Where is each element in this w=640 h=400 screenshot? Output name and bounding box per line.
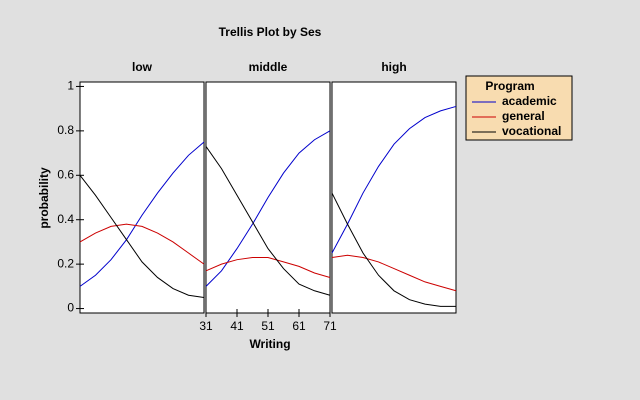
legend-label: academic [502, 94, 557, 108]
line [205, 146, 331, 296]
legend-label: vocational [502, 124, 561, 138]
y-tick-label: 0.8 [57, 123, 74, 137]
panel [205, 81, 331, 314]
y-tick-label: 0.2 [57, 256, 74, 270]
legend-label: general [502, 109, 545, 123]
line [79, 174, 205, 298]
line [79, 223, 205, 265]
y-tick-label: 0.6 [57, 167, 74, 181]
panel-title: middle [249, 60, 288, 74]
panel [79, 81, 205, 314]
chart-title: Trellis Plot by Ses [219, 25, 322, 39]
x-tick-label: 61 [292, 319, 306, 333]
x-tick-label: 31 [199, 319, 213, 333]
panel-title: low [132, 60, 153, 74]
line [331, 192, 456, 307]
y-tick-label: 0 [67, 301, 74, 315]
line [331, 254, 457, 292]
line [205, 130, 331, 287]
x-axis-label: Writing [249, 337, 290, 351]
x-tick-label: 71 [323, 319, 337, 333]
legend-box [465, 75, 573, 141]
y-axis-label: probability [37, 167, 51, 229]
y-tick-label: 1 [67, 79, 74, 93]
y-tick-label: 0.4 [57, 212, 74, 226]
line [331, 105, 457, 254]
panel-title: high [381, 60, 406, 74]
line [205, 256, 331, 278]
x-tick-label: 51 [261, 319, 275, 333]
x-tick-label: 41 [230, 319, 244, 333]
panel [331, 81, 457, 314]
legend-title: Program [485, 79, 534, 93]
line [79, 141, 205, 287]
